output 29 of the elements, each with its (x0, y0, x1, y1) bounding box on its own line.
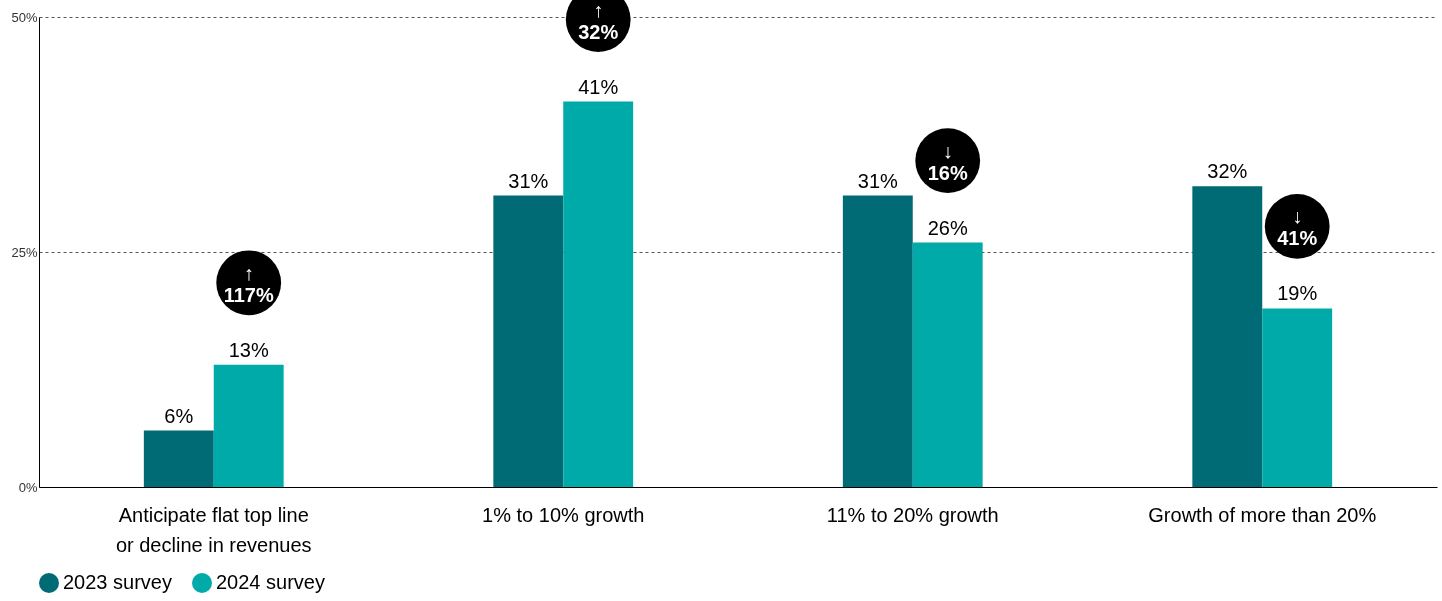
bar (1192, 186, 1263, 487)
annotation: ↑ 32% (578, 0, 619, 43)
legend-label: 2024 survey (216, 571, 325, 593)
y-tick-label: 50% (11, 9, 38, 25)
bar (493, 195, 564, 487)
bar (912, 242, 983, 487)
y-tick-label: 0% (18, 479, 38, 495)
bar (842, 195, 913, 487)
x-tick-label: 11% to 20% growth (826, 503, 999, 526)
x-tick-label: Anticipate flat top line or decline in revenues (115, 503, 312, 556)
text: 19% (1277, 282, 1318, 305)
text: 41% (578, 75, 619, 98)
annotation: ↓ 41% (1277, 205, 1318, 250)
text: 31% (508, 169, 549, 192)
x-tick-label: 1% to 10% growth (482, 503, 645, 526)
bar (563, 101, 634, 487)
bar (213, 364, 284, 487)
text: 32% (1207, 160, 1248, 183)
bar (143, 430, 214, 487)
text: 26% (927, 216, 968, 239)
annotation: ↑ 117% (223, 261, 274, 306)
x-tick-label: Growth of more than 20% (1148, 503, 1377, 526)
text: 13% (228, 338, 269, 361)
legend-label: 2023 survey (63, 571, 172, 593)
bar (1262, 308, 1333, 487)
y-tick-label: 25% (11, 244, 38, 260)
annotation: ↓ 16% (927, 139, 968, 184)
text: 6% (164, 404, 194, 427)
text: 31% (857, 169, 898, 192)
